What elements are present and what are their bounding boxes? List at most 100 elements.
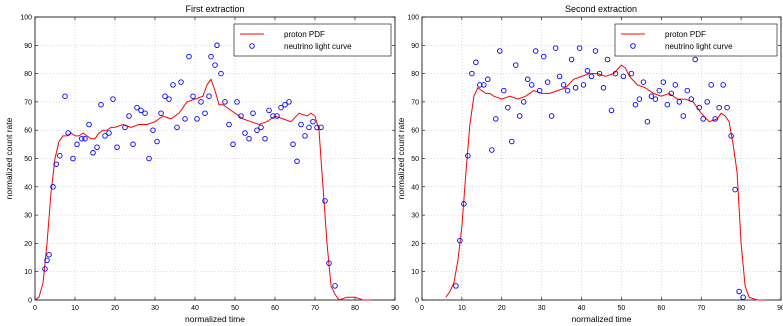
data-point-neutrino	[584, 68, 591, 74]
data-point-neutrino	[154, 138, 160, 145]
data-point-neutrino	[728, 133, 734, 139]
x-tick-label: 30	[538, 305, 546, 312]
data-point-neutrino	[178, 79, 184, 85]
data-point-neutrino	[62, 93, 68, 99]
data-point-neutrino	[318, 124, 324, 131]
y-tick-label: 30	[24, 213, 32, 220]
data-point-neutrino	[65, 130, 71, 136]
data-point-neutrino	[540, 53, 547, 60]
data-point-neutrino	[656, 87, 663, 94]
data-point-neutrino	[114, 144, 120, 150]
x-tick-label: 60	[271, 305, 279, 312]
data-point-neutrino	[190, 93, 196, 99]
series-line-proton-pdf	[445, 64, 765, 301]
data-point-neutrino	[461, 201, 467, 207]
legend-label-proton-pdf: proton PDF	[284, 30, 325, 39]
y-tick-label: 0	[415, 298, 419, 305]
y-tick-label: 90	[411, 43, 419, 50]
data-point-neutrino	[644, 118, 651, 125]
data-point-neutrino	[524, 76, 531, 83]
y-tick-label: 40	[411, 184, 419, 191]
data-point-neutrino	[696, 104, 702, 111]
data-point-neutrino	[230, 141, 236, 148]
data-point-neutrino	[509, 138, 515, 145]
data-point-neutrino	[332, 283, 338, 289]
data-point-neutrino	[465, 152, 471, 159]
data-point-neutrino	[457, 237, 463, 244]
y-axis-label: normalized count rate	[396, 117, 406, 199]
data-point-neutrino	[306, 124, 312, 131]
y-tick-label: 50	[411, 156, 419, 163]
data-point-neutrino	[166, 96, 172, 102]
legend-marker-swatch	[630, 43, 636, 49]
data-point-neutrino	[572, 85, 579, 91]
data-point-neutrino	[174, 124, 180, 131]
data-point-neutrino	[212, 62, 218, 68]
data-point-neutrino	[158, 110, 164, 116]
data-point-neutrino	[138, 107, 144, 114]
data-point-neutrino	[44, 257, 50, 264]
data-point-neutrino	[208, 53, 214, 60]
plot-frame	[34, 16, 396, 301]
data-point-neutrino	[218, 70, 224, 77]
data-point-neutrino	[608, 107, 615, 114]
data-point-neutrino	[720, 82, 726, 88]
data-point-neutrino	[501, 87, 507, 94]
x-tick-label: 10	[71, 305, 79, 312]
data-point-neutrino	[314, 124, 320, 131]
y-tick-label: 30	[411, 213, 419, 220]
legend-box	[233, 23, 392, 57]
data-point-neutrino	[580, 82, 587, 88]
x-tick-label: 0	[420, 305, 424, 312]
y-tick-label: 0	[28, 298, 32, 305]
x-tick-label: 80	[737, 305, 745, 312]
data-point-neutrino	[130, 141, 136, 148]
y-tick-label: 80	[24, 71, 32, 78]
data-point-neutrino	[481, 82, 487, 88]
data-point-neutrino	[548, 113, 555, 119]
data-point-neutrino	[70, 155, 76, 162]
data-point-neutrino	[732, 186, 738, 193]
data-point-neutrino	[206, 93, 212, 99]
data-point-neutrino	[636, 96, 643, 102]
plot-frame	[421, 16, 782, 301]
data-point-neutrino	[704, 99, 710, 105]
data-point-neutrino	[640, 79, 647, 85]
data-point-neutrino	[57, 152, 63, 159]
data-point-neutrino	[266, 107, 272, 114]
data-point-neutrino	[274, 113, 280, 119]
data-point-neutrino	[453, 283, 459, 289]
data-point-neutrino	[278, 104, 284, 111]
data-point-neutrino	[222, 99, 228, 105]
data-point-neutrino	[286, 99, 292, 105]
data-point-neutrino	[493, 116, 499, 122]
data-point-neutrino	[628, 70, 635, 77]
data-point-neutrino	[322, 198, 328, 204]
x-tick-label: 20	[498, 305, 506, 312]
x-tick-label: 90	[391, 305, 399, 312]
y-tick-label: 10	[411, 269, 419, 276]
x-tick-label: 60	[657, 305, 665, 312]
data-point-neutrino	[258, 124, 264, 131]
data-point-neutrino	[736, 288, 742, 295]
data-point-neutrino	[53, 161, 59, 167]
x-tick-label: 90	[777, 305, 783, 312]
data-point-neutrino	[692, 56, 698, 63]
legend-label-neutrino: neutrino light curve	[665, 42, 733, 51]
y-tick-label: 60	[411, 128, 419, 135]
data-point-neutrino	[604, 56, 611, 63]
y-tick-label: 50	[24, 156, 32, 163]
data-point-neutrino	[680, 113, 687, 119]
data-point-neutrino	[552, 45, 559, 51]
x-tick-label: 70	[697, 305, 705, 312]
data-point-neutrino	[298, 121, 304, 128]
data-point-neutrino	[592, 48, 599, 54]
data-point-neutrino	[310, 118, 316, 125]
x-tick-label: 0	[33, 305, 37, 312]
data-point-neutrino	[246, 135, 252, 142]
data-point-neutrino	[302, 133, 308, 139]
data-point-neutrino	[485, 76, 491, 83]
data-point-neutrino	[94, 144, 100, 150]
y-tick-label: 20	[24, 241, 32, 248]
y-tick-label: 100	[407, 15, 419, 22]
